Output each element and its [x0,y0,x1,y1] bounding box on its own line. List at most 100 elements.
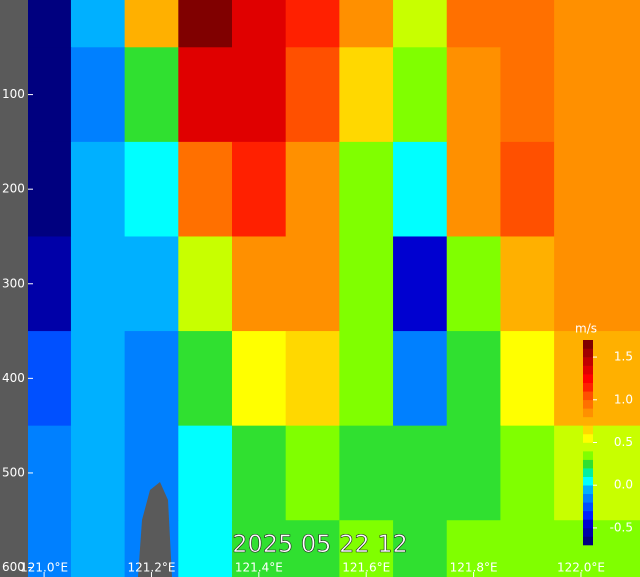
colorbar-swatch [583,365,593,375]
field-cell [339,425,394,521]
field-cell [446,425,501,521]
y-tick-label: 100 [2,87,25,101]
colorbar-swatch [583,357,593,366]
colorbar-swatch [583,348,593,358]
field-cell [393,141,448,237]
field-cell [554,141,640,237]
field-cell [554,331,640,427]
field-cell [178,425,233,521]
field-cell [500,331,555,427]
field-cell [554,425,640,521]
field-cell [70,425,126,521]
y-tick-label: 400 [2,371,25,385]
field-cell [232,141,287,237]
colorbar-swatch [583,382,593,392]
field-cell [178,520,233,577]
field-cell [285,236,340,332]
field-cell [178,236,233,332]
field-cell [285,0,340,48]
colorbar-tick-label: 0.5 [614,435,633,449]
left-margin [0,0,28,577]
colorbar-swatch [583,493,593,503]
field-cell [446,236,501,332]
colorbar-tick-label: 0.0 [614,478,633,492]
colorbar-swatch [583,476,593,486]
field-cell [28,0,72,48]
field-cell [285,520,340,577]
field-cell [339,141,394,237]
colorbar-swatch [583,519,593,529]
colorbar-tick-label: 1.0 [614,392,633,406]
colorbar-tick-label: -0.5 [610,520,633,534]
field-cell [446,0,501,48]
field-cell [124,0,179,48]
field-cell [232,47,287,143]
colorbar-swatch [583,468,593,477]
x-tick-label: 122.0°E [557,561,605,575]
field-cell [339,47,394,143]
colorbar-swatch [583,459,593,469]
field [28,0,640,577]
x-tick-label: 121.0°E [20,561,68,575]
field-cell [232,0,287,48]
field-cell [393,236,448,332]
x-tick-label: 121.2°E [128,561,176,575]
field-cell [28,141,72,237]
colorbar-swatch [583,416,593,426]
field-cell [124,236,179,332]
field-cell [339,331,394,427]
field-cell [124,47,179,143]
y-tick-label: 300 [2,276,25,290]
colorbar-label: m/s [575,322,597,336]
field-cell [70,0,126,48]
field-cell [500,141,555,237]
field-cell [500,47,555,143]
x-tick-label: 121.6°E [342,561,390,575]
field-cell [554,0,640,48]
field-cell [393,520,448,577]
field-cell [70,331,126,427]
field-cell [500,236,555,332]
y-tick-label: 200 [2,182,25,196]
field-cell [446,141,501,237]
colorbar-swatch [583,442,593,452]
colorbar-swatch [583,451,593,460]
field-cell [70,141,126,237]
field-cell [285,425,340,521]
field-cell [339,0,394,48]
colorbar-swatch [583,340,593,349]
field-cell [554,236,640,332]
field-cell [28,47,72,143]
field-cell [70,520,126,577]
field-cell [285,141,340,237]
x-tick-label: 121.4°E [235,561,283,575]
field-cell [124,331,179,427]
field-cell [232,331,287,427]
colorbar-swatch [583,536,593,546]
field-cell [232,236,287,332]
field-cell [232,425,287,521]
field-cell [232,520,287,577]
colorbar-swatch [583,502,593,512]
colorbar-swatch [583,391,593,401]
colorbar-swatch [583,425,593,435]
field-cell [28,425,72,521]
colorbar-swatch [583,485,593,495]
field-cell [339,520,394,577]
colorbar-swatch [583,408,593,418]
field-cell [339,236,394,332]
field-cell [446,520,501,577]
field-cell [70,47,126,143]
field-cell [500,425,555,521]
field-cell [28,520,72,577]
colorbar-swatch [583,527,593,537]
field-cell [178,141,233,237]
y-tick-label: 600 [2,560,25,574]
colorbar-swatch [583,433,593,443]
x-tick-label: 121.8°E [450,561,498,575]
field-cell [554,520,640,577]
field-cell [554,47,640,143]
field-cell [500,0,555,48]
